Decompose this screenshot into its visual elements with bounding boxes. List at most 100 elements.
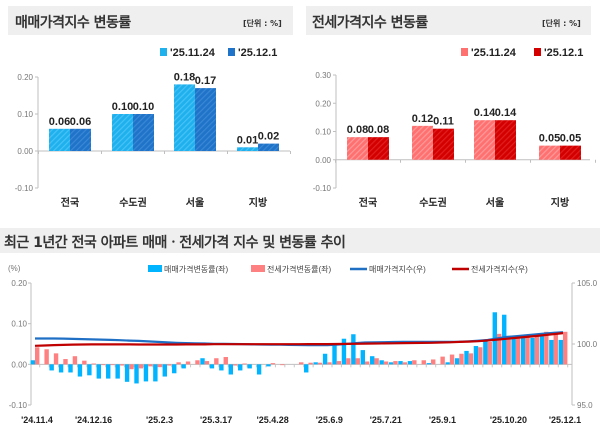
sale-change-bar (379, 360, 384, 365)
jeonse-change-bar (374, 358, 379, 365)
sale-change-bar (219, 364, 224, 371)
jeonse-change-bar (157, 364, 162, 368)
trend-legend-label: 매매가격지수(우) (369, 264, 426, 274)
sale-legend-label: '25.11.24 (170, 47, 216, 59)
sale-change-bar (200, 358, 205, 365)
jeonse-category-label: 지방 (551, 196, 570, 209)
sale-change-bar (530, 337, 535, 365)
jeonse-bar (412, 125, 433, 160)
sale-legend-swatch (228, 48, 235, 56)
trend-left-tick-label: 0.20 (11, 279, 27, 288)
jeonse-change-bar (110, 364, 115, 366)
sale-change-bar (247, 364, 252, 369)
sale-change-bar (30, 360, 35, 365)
jeonse-change-bar (563, 331, 568, 365)
sale-bar-value-label: 0.02 (258, 131, 279, 143)
sale-change-bar (172, 364, 177, 374)
trend-x-tick-label: '24.11.4 (21, 415, 53, 425)
trend-x-tick-label: '25.9.1 (429, 415, 456, 425)
sale-change-bar (162, 364, 167, 377)
sale-y-tick-label: 0.20 (17, 73, 33, 82)
sale-change-bar (332, 344, 337, 365)
jeonse-legend-swatch (534, 48, 541, 56)
trend-x-tick-label: '25.7.21 (370, 415, 402, 425)
sale-change-bar (68, 364, 73, 373)
sale-panel-header (8, 6, 293, 35)
jeonse-change-bar (317, 362, 323, 365)
jeonse-bar-value-label: 0.12 (412, 113, 433, 125)
sale-bar (195, 88, 216, 151)
jeonse-change-bar (204, 361, 210, 365)
jeonse-bar-value-label: 0.05 (539, 133, 560, 145)
jeonse-bar (474, 120, 495, 160)
sale-bar-value-label: 0.06 (49, 116, 70, 128)
sale-change-bar (256, 364, 262, 375)
jeonse-bar-value-label: 0.11 (433, 116, 454, 128)
sale-legend-swatch (160, 48, 167, 56)
sale-bar-value-label: 0.01 (237, 134, 258, 146)
trend-x-tick-label: '25.6.9 (316, 415, 343, 425)
trend-right-tick-label: 105.0 (577, 279, 598, 288)
jeonse-bar (433, 128, 454, 160)
jeonse-change-bar (327, 362, 332, 365)
sale-panel-title: 매매가격지수 변동률 (15, 15, 131, 31)
sale-change-bar (238, 364, 243, 371)
jeonse-change-bar (440, 356, 445, 365)
jeonse-change-bar (270, 363, 276, 365)
jeonse-change-bar (478, 347, 483, 365)
jeonse-change-bar (449, 354, 455, 365)
sale-change-bar (549, 339, 554, 365)
jeonse-change-bar (72, 356, 78, 365)
sale-change-bar (473, 346, 479, 365)
jeonse-bar (368, 137, 389, 160)
jeonse-change-bar (468, 353, 474, 365)
sale-change-bar (558, 339, 563, 365)
jeonse-change-bar (242, 363, 247, 365)
trend-right-tick-label: 95.0 (577, 401, 593, 410)
sale-change-bar (134, 364, 139, 384)
trend-x-tick-label: '25.3.17 (200, 415, 232, 425)
jeonse-category-label: 수도권 (419, 197, 447, 209)
jeonse-change-bar (167, 364, 172, 366)
jeonse-change-bar (497, 333, 502, 365)
jeonse-category-label: 서울 (486, 196, 504, 209)
sale-category-label: 수도권 (119, 197, 147, 209)
trend-panel-title: 최근 1년간 전국 아파트 매매ㆍ전세가격 지수 및 변동률 추이 (4, 235, 346, 251)
sale-change-bar (351, 334, 356, 365)
trend-left-tick-label: 0.00 (11, 360, 27, 369)
sale-change-bar (360, 350, 365, 365)
sale-category-label: 전국 (61, 196, 79, 209)
jeonse-change-bar (421, 360, 426, 365)
sale-change-bar (77, 364, 83, 377)
jeonse-y-tick-label: 0.10 (315, 128, 331, 137)
jeonse-bar (495, 120, 516, 160)
jeonse-y-tick-label: 0.20 (315, 99, 331, 108)
jeonse-change-bar (402, 362, 408, 365)
jeonse-bar-value-label: 0.14 (495, 107, 517, 119)
sale-change-bar (266, 364, 271, 367)
jeonse-y-tick-label: 0.30 (315, 71, 331, 80)
sale-change-bar (407, 361, 413, 365)
jeonse-change-bar (365, 361, 370, 365)
jeonse-change-bar (185, 361, 191, 365)
jeonse-legend-label: '25.11.24 (471, 47, 517, 59)
sale-bar-value-label: 0.10 (112, 101, 133, 113)
jeonse-bar-value-label: 0.14 (474, 107, 496, 119)
jeonse-change-bar (129, 364, 134, 370)
sale-change-bar (454, 358, 460, 365)
sale-bar-value-label: 0.10 (133, 101, 154, 113)
jeonse-change-bar (534, 333, 540, 365)
sale-change-bar (539, 335, 545, 365)
sale-bar (49, 128, 70, 151)
jeonse-change-bar (459, 353, 464, 365)
sale-category-label: 서울 (186, 196, 204, 209)
jeonse-legend-label: '25.12.1 (544, 47, 583, 59)
trend-right-tick-label: 100.0 (577, 340, 598, 349)
jeonse-change-bar (53, 353, 59, 365)
jeonse-bar (347, 137, 368, 160)
trend-left-unit-label: (%) (8, 264, 21, 273)
jeonse-panel-unit: [단위 : %] (542, 19, 581, 28)
jeonse-change-bar (544, 331, 549, 365)
jeonse-change-bar (82, 360, 87, 365)
jeonse-change-bar (393, 361, 398, 365)
